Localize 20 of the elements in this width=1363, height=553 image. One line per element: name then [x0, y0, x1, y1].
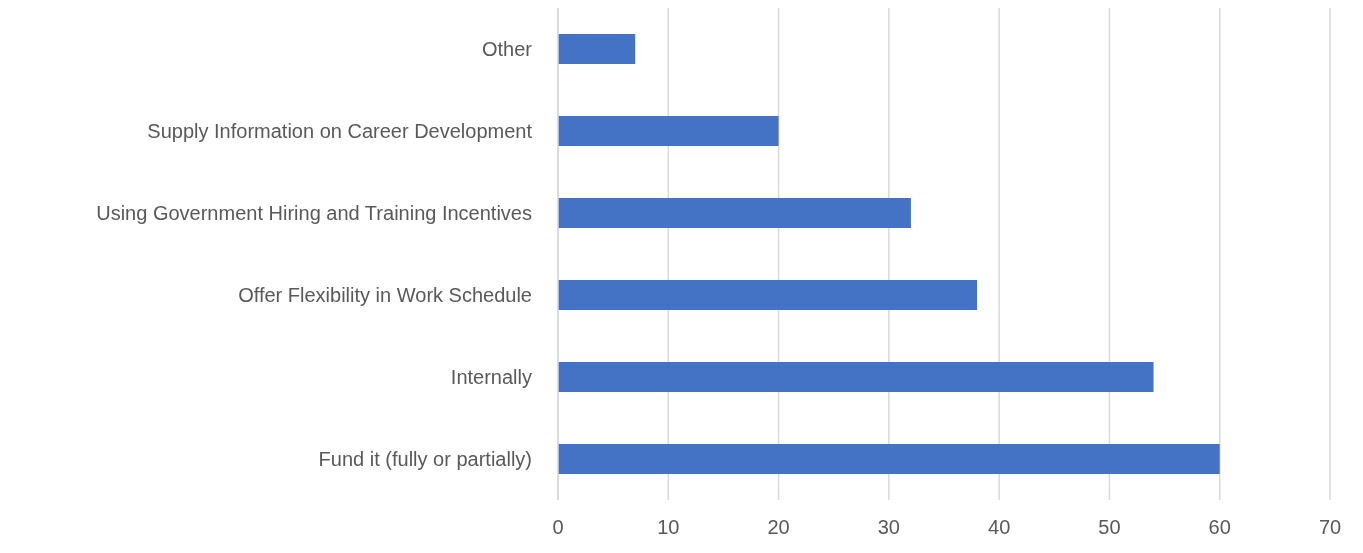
bar: [558, 34, 636, 64]
y-tick-label: Fund it (fully or partially): [318, 448, 532, 471]
x-tick-label: 20: [767, 516, 790, 539]
y-tick-label: Internally: [450, 366, 532, 389]
bar: [558, 444, 1220, 474]
x-tick-label: 70: [1318, 516, 1342, 539]
y-tick-label: Offer Flexibility in Work Schedule: [238, 284, 532, 307]
bar: [558, 198, 911, 228]
x-tick-label: 30: [877, 516, 900, 539]
y-tick-label: Using Government Hiring and Training Incentives: [96, 202, 532, 225]
y-tick-label: Supply Information on Career Development: [147, 120, 533, 143]
x-tick-label: 50: [1098, 516, 1121, 539]
x-tick-label: 60: [1208, 516, 1231, 539]
bar: [558, 362, 1154, 392]
x-tick-label: 0: [552, 516, 564, 539]
bar: [558, 280, 978, 310]
x-tick-label: 40: [988, 516, 1011, 539]
y-tick-label: Other: [481, 38, 533, 61]
bar: [558, 116, 779, 146]
x-tick-label: 10: [657, 516, 680, 539]
